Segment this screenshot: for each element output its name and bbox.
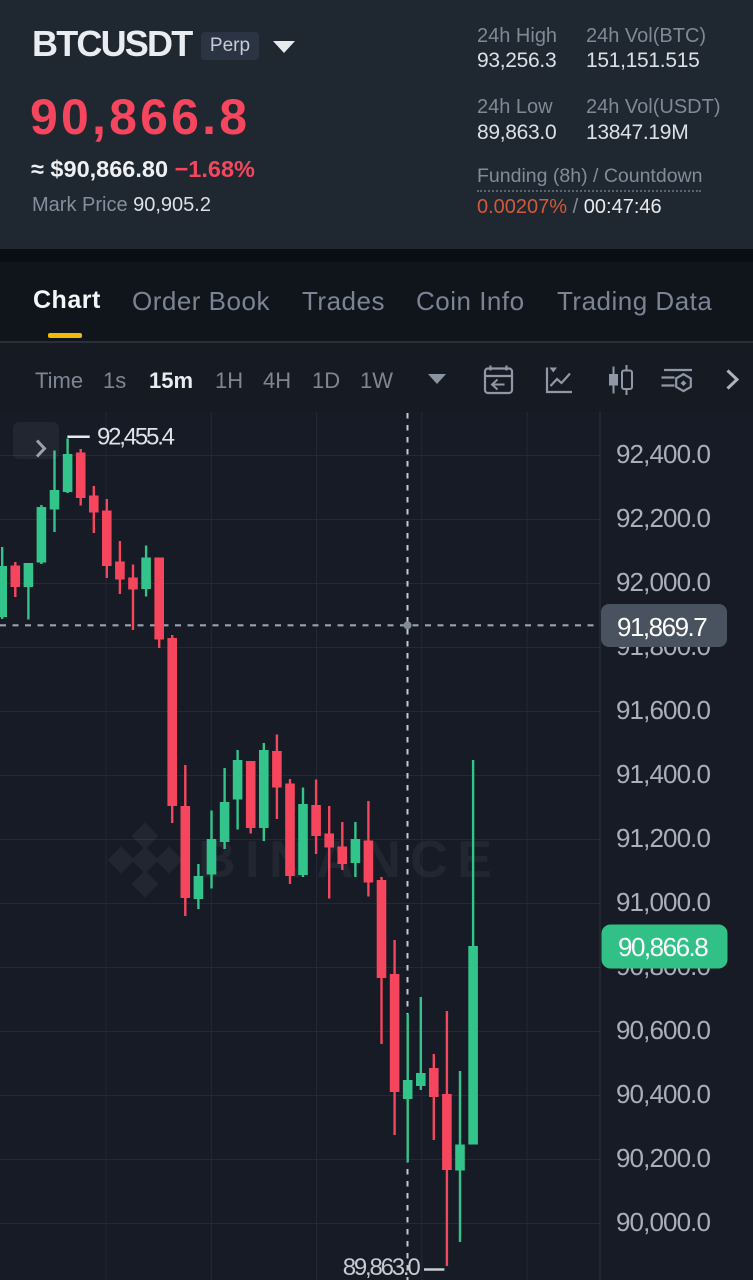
svg-text:89,863.0: 89,863.0: [343, 1254, 421, 1280]
svg-text:90,200.0: 90,200.0: [616, 1143, 710, 1173]
svg-text:BINANCE: BINANCE: [198, 831, 501, 889]
svg-text:91,600.0: 91,600.0: [616, 695, 710, 725]
svg-text:91,400.0: 91,400.0: [616, 759, 710, 789]
svg-text:90,000.0: 90,000.0: [616, 1207, 710, 1237]
svg-text:90,866.8: 90,866.8: [618, 932, 708, 962]
svg-text:92,455.4: 92,455.4: [97, 424, 175, 451]
svg-text:90,400.0: 90,400.0: [616, 1079, 710, 1109]
svg-text:90,600.0: 90,600.0: [616, 1015, 710, 1045]
svg-text:92,400.0: 92,400.0: [616, 439, 710, 469]
svg-text:91,000.0: 91,000.0: [616, 887, 710, 917]
svg-text:91,869.7: 91,869.7: [617, 612, 707, 642]
svg-text:92,200.0: 92,200.0: [616, 503, 710, 533]
svg-text:92,000.0: 92,000.0: [616, 567, 710, 597]
svg-text:91,200.0: 91,200.0: [616, 823, 710, 853]
